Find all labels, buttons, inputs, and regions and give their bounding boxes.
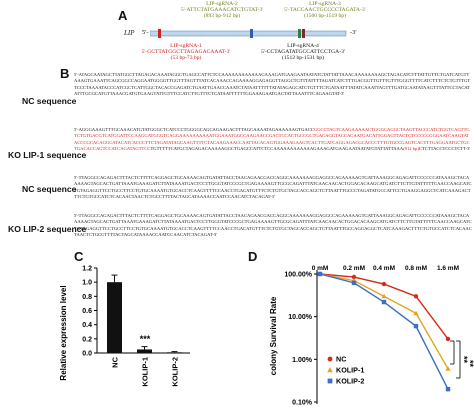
c-bar	[137, 349, 152, 353]
d-legend-marker	[327, 356, 333, 362]
seq-ko-2: 5'-TTAGGCCAGAGACTTTACTCTTTTCAGGAGCTGCAAA…	[74, 213, 472, 238]
d-point	[445, 336, 451, 342]
d-dose-label: 0.2 mM	[343, 265, 365, 272]
c-ylabel: Relative expression level	[59, 285, 68, 380]
grna1-range: (53 bp-73 bp)	[170, 55, 202, 62]
d-dose-label: 1.6 mM	[437, 265, 459, 272]
d-point	[317, 271, 323, 277]
d-ytick-label: 0.10%	[292, 400, 313, 407]
c-bar	[167, 352, 182, 353]
d-legend-marker	[327, 367, 333, 373]
d-point	[381, 299, 387, 305]
grna4-name: LIP-sgRNA-4	[287, 43, 319, 49]
grna2-name: LIP-sgRNA-2	[206, 1, 238, 7]
gene-3-end: -3'	[350, 29, 357, 36]
d-dose-label: 0 mM	[312, 265, 329, 272]
c-xtick-label: NC	[111, 356, 120, 367]
panel-b-letter: B	[60, 66, 70, 81]
seq-ko1-pre: 5'-AGGGAAAGTTTGCAAACATGTATGGGCTCATCCCTGG…	[74, 127, 314, 132]
seq-ko1-pos: (912 bp)	[403, 146, 419, 152]
grna4-label: LIP-sgRNA-4 5'-CCTAGATATGCCATTCCTGA-3' (…	[248, 43, 358, 62]
grna4-seq: 5'-CCTAGATATGCCATTCCTGA-3'	[261, 49, 345, 56]
panel-c-letter: C	[74, 249, 84, 264]
d-ylabel: colony Survival Rate	[269, 296, 278, 375]
label-ko-1: KO LIP-1 sequence	[8, 150, 87, 160]
d-legend-label: KOLIP-1	[336, 366, 364, 375]
c-ytick-label: 0.2	[82, 336, 92, 343]
survival-line-chart: colony Survival Rate 100.00% 10.00% 1.00% 0…	[269, 265, 474, 407]
seq-ko1-deleted: GGCCTAGTCAAGAAAAACTGGGCAGGCTAAGTTACCCATC…	[74, 127, 470, 152]
grna3-site	[298, 29, 301, 38]
d-legend-label: NC	[336, 355, 346, 364]
seq-ko-1: 5'-AGGGAAAGTTTGCAAACATGTATGGGCTCATCCCTGG…	[74, 127, 472, 172]
c-xtick-label: KOLIP-1	[141, 357, 150, 387]
d-point	[445, 386, 451, 392]
seq-ko1-mid: TGTTTTTCATGCTAGAGACAAAAAGGCTGAGCCATTCTCC…	[150, 146, 404, 152]
d-ytick-label: 100.00%	[284, 272, 312, 279]
d-legend-label: KOLIP-2	[336, 377, 364, 386]
d-dose-label: 0.8 mM	[405, 265, 427, 272]
panel-a-letter: A	[118, 8, 128, 23]
grna3-range: (1500 bp-1519 bp)	[304, 13, 346, 20]
grna3-label: LIP-sgRNA-3 5'-TACCAACTGCCCCTAGATA-3' (1…	[275, 1, 375, 20]
grna1-label: LIP-sgRNA-1 5'-GCTTATGGCTTAGAGACAAAT-3' …	[131, 43, 241, 62]
d-point	[413, 294, 419, 299]
grna2-site	[250, 29, 253, 38]
d-sig-brackets	[450, 340, 461, 379]
d-point	[413, 310, 419, 316]
c-ytick-label: 0.8	[82, 294, 92, 301]
grna4-range: (1512 bp-1531 bp)	[282, 55, 324, 62]
c-ytick-label: 0.4	[82, 322, 92, 329]
d-ytick-label: 10.00%	[288, 314, 313, 321]
label-ko-2: KO LIP-2 sequence	[8, 224, 87, 234]
d-point	[351, 280, 357, 286]
grna2-seq: 5'-ATTCTATGAAACATCTGTAT-3'	[180, 7, 264, 14]
c-ytick-label: 0.0	[82, 351, 92, 358]
seq-nc-2: 5'-TTAGGCCAGAGACTTTACTCTTTTCAGGAGCTGCAAA…	[74, 175, 472, 200]
grna2-label: LIP-sgRNA-2 5'-ATTCTATGAAACATCTGTAT-3' (…	[172, 1, 272, 20]
seq-nc-1: 5'-ATAGCAATAGCTTATGGCTTAGAGACAAATAGGCTGA…	[74, 72, 471, 97]
d-ytick-label: 1.00%	[292, 357, 313, 364]
grna1-site	[158, 29, 161, 38]
d-point	[381, 293, 387, 299]
expression-bar-chart: Relative expression level 0.0 0.2 0.4 0.6 0.…	[59, 266, 190, 387]
c-bar	[107, 282, 122, 353]
c-ytick-label: 0.6	[82, 308, 92, 315]
d-point	[351, 274, 357, 280]
grna1-name: LIP-sgRNA-1	[170, 43, 202, 49]
grna4-site	[302, 29, 305, 38]
gene-5-end: 5'-	[142, 29, 149, 36]
gene-label: LIP	[124, 29, 135, 37]
grna3-name: LIP-sgRNA-3	[309, 1, 341, 7]
d-point	[445, 366, 451, 371]
c-ytick-label: 1.2	[82, 266, 92, 273]
d-legend-marker	[327, 378, 333, 384]
c-xtick-label: KOLIP-2	[171, 357, 180, 387]
label-nc-2: NC sequence	[22, 184, 77, 194]
grna1-seq: 5'-GCTTATGGCTTAGAGACAAAT-3'	[141, 49, 231, 56]
d-point	[413, 323, 419, 329]
gene-diagram	[150, 29, 347, 38]
grna3-seq: 5'-TACCAACTGCCCCTAGATA-3'	[284, 7, 366, 14]
grna2-range: (893 bp-912 bp)	[203, 13, 241, 20]
seq-ko1-end: CTCTTACCTCCCTCTT-3'	[418, 146, 471, 152]
d-dose-label: 0.4 mM	[373, 265, 395, 272]
c-sig: ***	[140, 334, 151, 344]
label-nc-1: NC sequence	[22, 96, 77, 106]
gene-bar	[150, 30, 347, 37]
d-sig-2: **	[465, 360, 474, 368]
c-ytick-label: 1.0	[82, 280, 92, 287]
panel-d-letter: D	[248, 249, 258, 264]
d-sig-1: **	[459, 356, 469, 364]
d-point	[381, 281, 387, 287]
